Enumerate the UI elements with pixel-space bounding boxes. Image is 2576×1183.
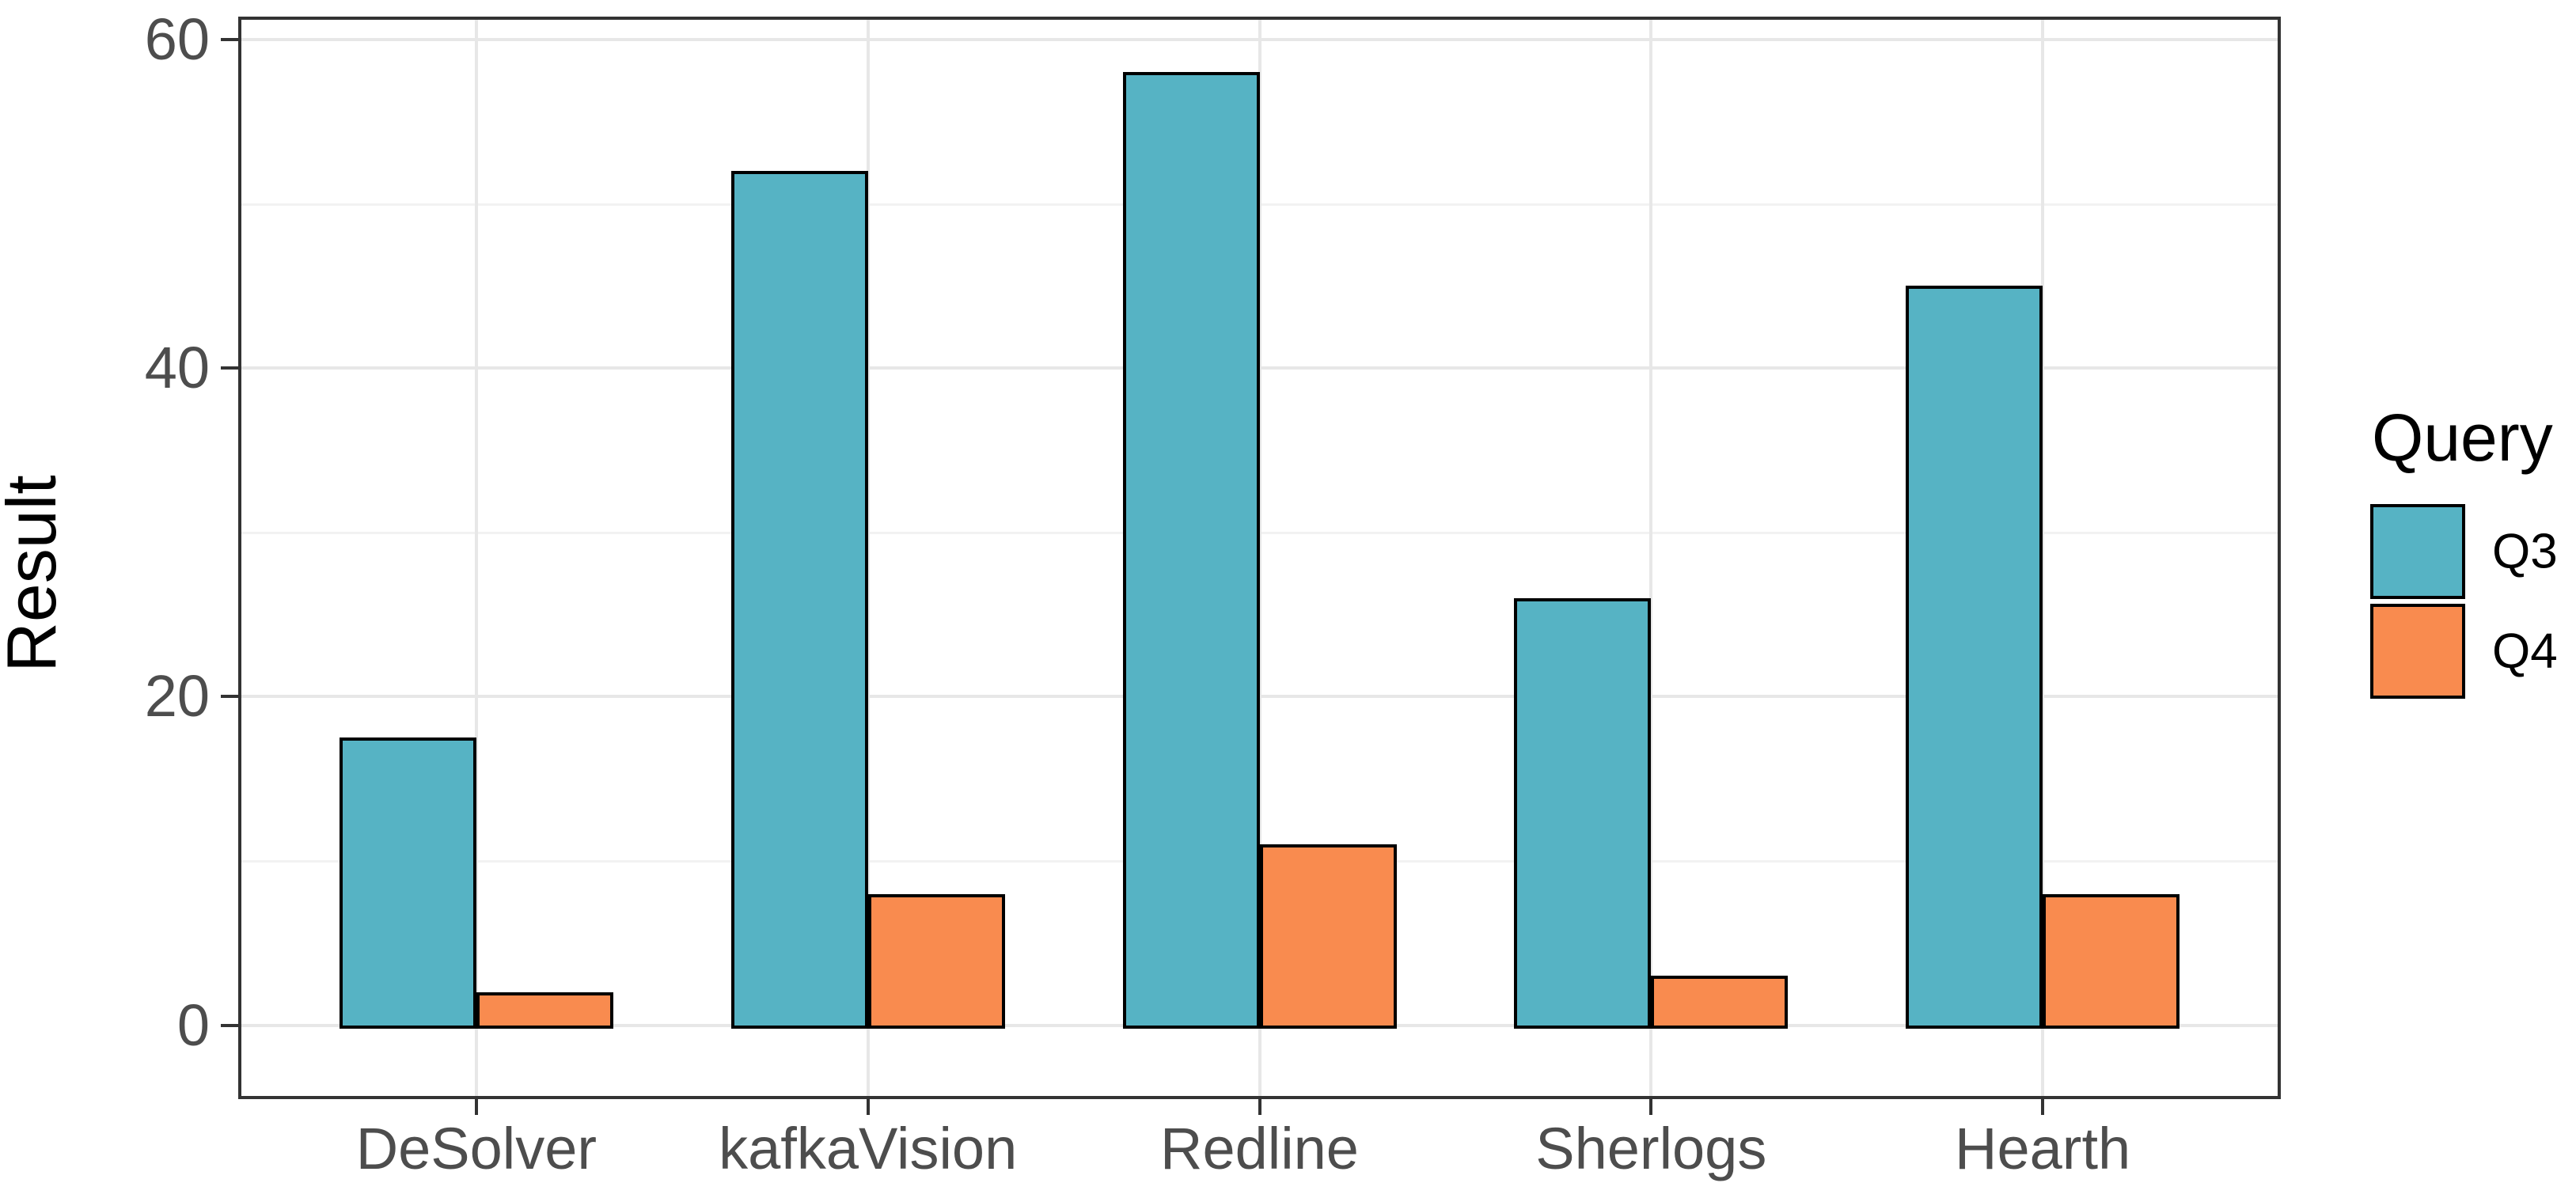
- x-tick-kafkaVision: [866, 1096, 870, 1115]
- bar-Redline-Q3: [1122, 72, 1260, 1029]
- x-tick-label-DeSolver: DeSolver: [355, 1116, 598, 1181]
- x-tick-label-Hearth: Hearth: [1955, 1116, 2131, 1181]
- y-tick-0: [221, 1023, 240, 1027]
- bar-Sherlogs-Q4: [1651, 976, 1789, 1029]
- x-tick-Sherlogs: [1649, 1096, 1653, 1115]
- bar-kafkaVision-Q4: [867, 893, 1005, 1029]
- y-tick-60: [221, 37, 240, 41]
- y-tick-label-40: 40: [144, 335, 210, 401]
- bar-DeSolver-Q4: [476, 992, 613, 1029]
- y-axis-title: Result: [0, 475, 70, 673]
- x-tick-Redline: [1258, 1096, 1261, 1115]
- bar-Hearth-Q3: [1906, 286, 2043, 1029]
- y-tick-label-0: 0: [176, 992, 210, 1058]
- gridline-x-kafkaVision: [866, 20, 870, 1096]
- y-tick-40: [221, 366, 240, 370]
- legend-entry-Q4: Q4: [2369, 604, 2576, 699]
- gridline-x-Hearth: [2041, 20, 2045, 1096]
- gridline-x-Redline: [1258, 20, 1261, 1096]
- legend-key-Q4: [2370, 604, 2465, 699]
- legend-entry-Q3: Q3: [2369, 504, 2576, 599]
- legend: Query Q3 Q4: [2369, 400, 2576, 703]
- y-tick-label-20: 20: [144, 663, 210, 730]
- y-tick-label-60: 60: [144, 6, 210, 72]
- y-tick-20: [221, 695, 240, 699]
- gridline-x-DeSolver: [474, 20, 478, 1096]
- bar-Hearth-Q4: [2043, 893, 2180, 1029]
- bar-Redline-Q4: [1259, 844, 1397, 1029]
- bar-DeSolver-Q3: [339, 737, 476, 1029]
- legend-label-Q3: Q3: [2492, 524, 2558, 579]
- bar-Sherlogs-Q3: [1514, 597, 1652, 1029]
- legend-label-Q4: Q4: [2492, 624, 2558, 679]
- x-tick-label-Redline: Redline: [1160, 1116, 1359, 1181]
- legend-key-Q3: [2370, 504, 2465, 599]
- gridline-x-Sherlogs: [1649, 20, 1653, 1096]
- x-tick-Hearth: [2041, 1096, 2045, 1115]
- legend-title: Query: [2372, 400, 2553, 475]
- bar-kafkaVision-Q3: [730, 171, 868, 1029]
- x-tick-DeSolver: [474, 1096, 478, 1115]
- legend-entries: Q3 Q4: [2369, 504, 2576, 699]
- x-tick-label-kafkaVision: kafkaVision: [719, 1116, 1018, 1181]
- x-tick-label-Sherlogs: Sherlogs: [1535, 1116, 1767, 1181]
